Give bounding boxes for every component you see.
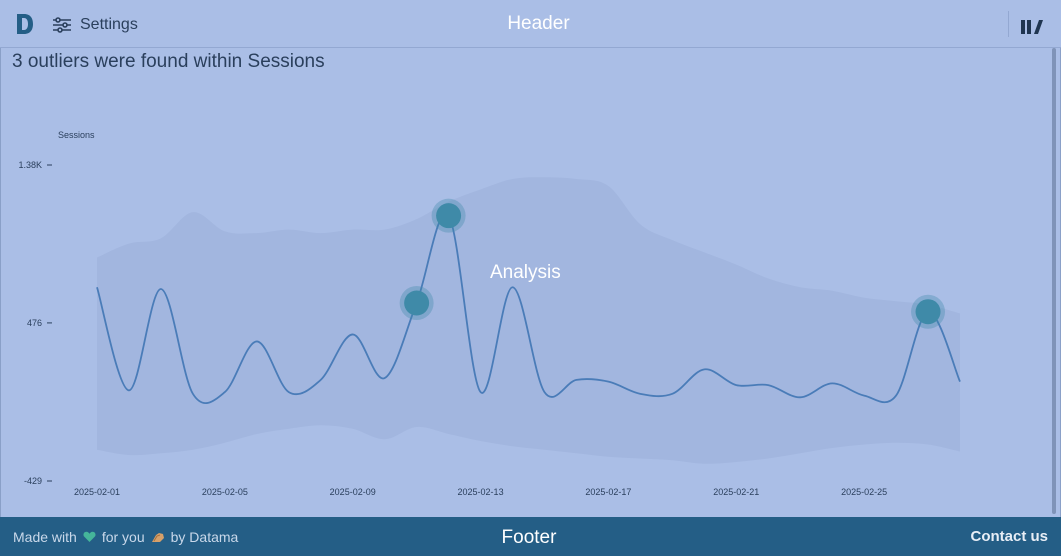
- x-tick-label: 2025-02-25: [841, 487, 887, 497]
- scrollbar[interactable]: [1052, 48, 1056, 514]
- footer-bar: Made with for you by Datama Footer Conta…: [0, 517, 1061, 556]
- footer-credit: Made with for you by Datama: [13, 529, 238, 545]
- analysis-label: Analysis: [490, 262, 561, 283]
- y-tick-label: 1.38K: [18, 160, 42, 170]
- datama-logo-icon[interactable]: [14, 12, 36, 36]
- made-with-text: Made with: [13, 529, 77, 545]
- y-axis-label: Sessions: [58, 130, 95, 140]
- contact-us-link[interactable]: Contact us: [970, 528, 1048, 545]
- hands-icon: [151, 533, 164, 542]
- outlier-point: [436, 203, 462, 229]
- x-tick-label: 2025-02-21: [713, 487, 759, 497]
- x-tick-label: 2025-02-01: [74, 487, 120, 497]
- settings-button[interactable]: Settings: [52, 16, 138, 34]
- confidence-band: [97, 177, 960, 464]
- header-title: Header: [507, 13, 570, 34]
- x-tick-label: 2025-02-17: [585, 487, 631, 497]
- sliders-icon: [53, 17, 71, 33]
- header-divider: [1008, 11, 1009, 37]
- settings-label: Settings: [80, 16, 138, 33]
- footer-title: Footer: [501, 527, 557, 548]
- by-datama-text: by Datama: [170, 529, 239, 545]
- outlier-point: [404, 290, 430, 316]
- heart-icon: [83, 531, 96, 542]
- x-tick-label: 2025-02-13: [458, 487, 504, 497]
- y-tick-label: 476: [27, 318, 42, 328]
- brand-menu-icon[interactable]: [1020, 17, 1044, 37]
- outlier-point: [915, 299, 941, 325]
- header-bar: Settings Header: [0, 0, 1061, 48]
- for-you-text: for you: [101, 529, 145, 545]
- sessions-line: [96, 212, 961, 405]
- x-tick-label: 2025-02-09: [330, 487, 376, 497]
- x-tick-label: 2025-02-05: [202, 487, 248, 497]
- sessions-chart: Sessions 1.38K 476 -429 2025-02-01 2025-02-05…: [18, 130, 961, 497]
- y-tick-label: -429: [24, 476, 42, 486]
- page-title: 3 outliers were found within Sessions: [12, 51, 325, 72]
